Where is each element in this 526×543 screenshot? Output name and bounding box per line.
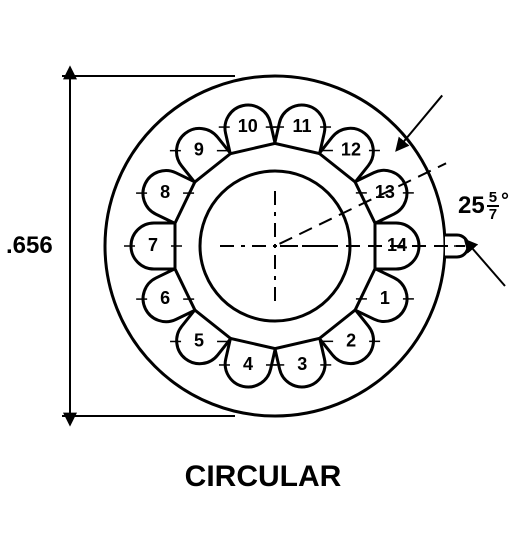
svg-text:8: 8 [160,182,170,202]
dim-angle-whole: 25 [458,192,485,220]
dim-angle-num: 5 [487,190,499,207]
svg-text:7: 7 [148,235,158,255]
svg-text:1: 1 [380,288,390,308]
svg-text:11: 11 [293,116,312,136]
svg-text:6: 6 [160,288,170,308]
dim-angle-degree: ° [501,190,509,213]
dim-angle-den: 7 [487,207,499,222]
svg-text:5: 5 [194,330,204,350]
svg-text:10: 10 [238,116,258,136]
svg-text:2: 2 [346,330,356,350]
dim-angle-fraction: 5 7 [487,190,499,222]
diagram-title: CIRCULAR [0,460,526,494]
dim-angle-label: 25 5 7 ° [458,190,509,222]
svg-text:4: 4 [243,354,253,374]
svg-text:9: 9 [194,140,204,160]
dim-height-label: .656 [6,232,53,260]
svg-text:12: 12 [341,140,361,160]
svg-text:3: 3 [297,354,307,374]
